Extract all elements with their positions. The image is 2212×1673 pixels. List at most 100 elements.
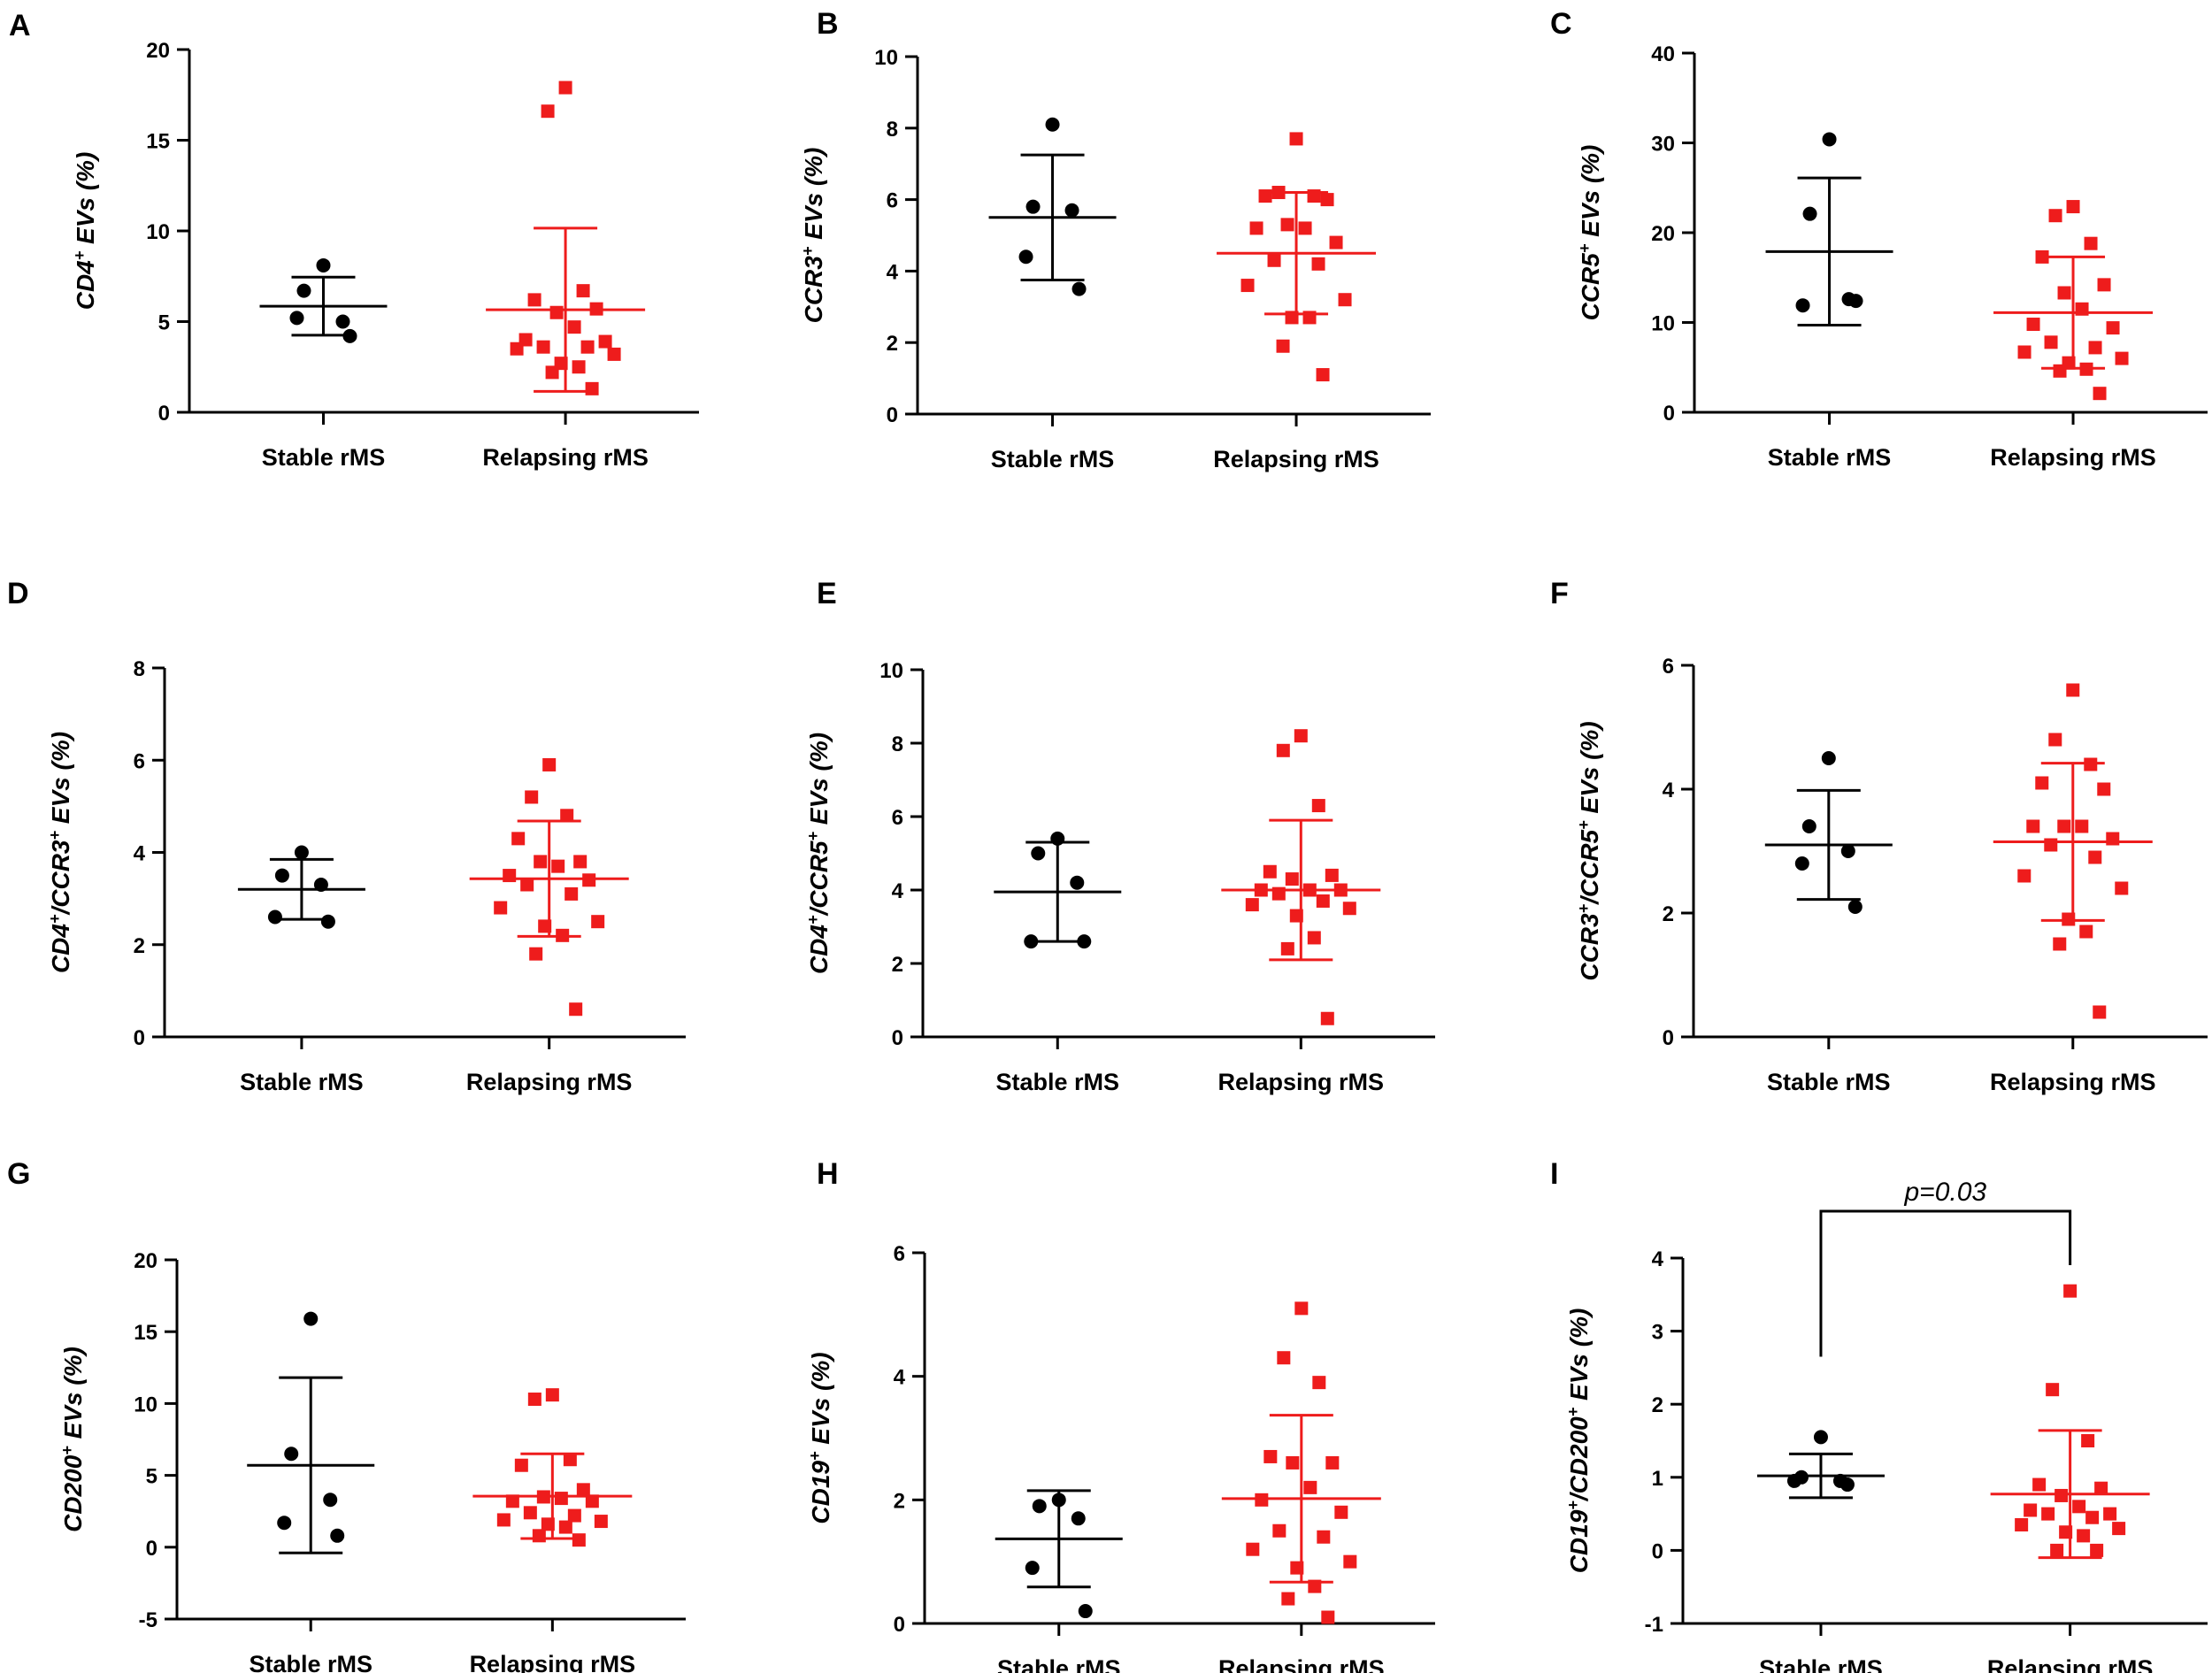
data-point bbox=[1316, 368, 1330, 382]
data-point bbox=[2048, 209, 2062, 223]
data-point bbox=[582, 873, 596, 887]
y-axis-label-part: CD4 bbox=[47, 924, 74, 973]
y-axis-label-part: CD4 bbox=[72, 260, 99, 310]
data-point bbox=[1246, 1542, 1260, 1556]
data-point bbox=[2088, 341, 2102, 355]
x-tick-label: Relapsing rMS bbox=[1218, 1069, 1385, 1095]
data-point bbox=[2066, 200, 2080, 214]
y-tick-label: 0 bbox=[146, 1537, 157, 1561]
y-tick-label: 5 bbox=[158, 311, 170, 335]
data-point bbox=[1286, 1455, 1300, 1470]
data-point bbox=[1276, 339, 1290, 353]
y-tick-label: 4 bbox=[894, 1366, 906, 1390]
data-point bbox=[1321, 1610, 1335, 1624]
y-tick-label: 2 bbox=[1652, 1393, 1663, 1417]
data-point bbox=[1263, 864, 1277, 879]
data-point bbox=[2093, 387, 2107, 401]
data-point bbox=[569, 1002, 583, 1017]
data-point bbox=[2084, 757, 2098, 771]
panel-letter: F bbox=[1550, 577, 1569, 610]
x-tick-label: Relapsing rMS bbox=[466, 1069, 633, 1095]
panel-G: G -5 0 5 10 15 20 Stable rMS Relapsing rMS CD200+… bbox=[7, 1157, 686, 1673]
data-point bbox=[572, 1533, 586, 1547]
x-tick-label: Relapsing rMS bbox=[1218, 1655, 1385, 1673]
y-tick-label: 8 bbox=[887, 118, 898, 142]
y-tick-label: 10 bbox=[146, 220, 170, 244]
panel-letter: E bbox=[817, 577, 837, 610]
data-point bbox=[2106, 832, 2120, 846]
data-point bbox=[2050, 1543, 2064, 1557]
data-point bbox=[1018, 249, 1033, 265]
series-relapsing bbox=[1993, 683, 2153, 1019]
data-point bbox=[598, 334, 612, 349]
data-point bbox=[580, 340, 595, 354]
data-point bbox=[2097, 278, 2111, 292]
y-tick-label: 0 bbox=[887, 403, 898, 427]
y-axis-label: CD19+ EVs (%) bbox=[806, 1352, 834, 1523]
data-point bbox=[1334, 1505, 1348, 1519]
y-axis-label-part: EVs (%) bbox=[1565, 1308, 1593, 1408]
data-point bbox=[2026, 318, 2040, 332]
y-axis-label: CD4+/CCR5+ EVs (%) bbox=[804, 733, 833, 974]
data-point bbox=[2048, 733, 2062, 747]
data-point bbox=[1071, 281, 1087, 296]
data-point bbox=[1786, 1473, 1801, 1488]
y-tick-label: 8 bbox=[134, 657, 145, 681]
data-point bbox=[529, 947, 543, 961]
data-point bbox=[303, 1311, 319, 1326]
y-tick-label: 40 bbox=[1651, 42, 1675, 66]
y-tick-label: -5 bbox=[139, 1608, 157, 1632]
y-axis-label-part: EVs (%) bbox=[1576, 721, 1603, 820]
series-stable bbox=[1765, 132, 1893, 327]
x-tick-label: Relapsing rMS bbox=[470, 1651, 636, 1673]
data-point bbox=[1272, 1523, 1286, 1538]
x-tick-label: Relapsing rMS bbox=[1990, 1069, 2156, 1095]
y-axis-label-part: EVs (%) bbox=[805, 733, 833, 832]
data-point bbox=[284, 1447, 299, 1462]
y-tick-label: 2 bbox=[887, 332, 898, 356]
data-point bbox=[1847, 900, 1863, 914]
y-tick-label: 4 bbox=[134, 842, 146, 866]
y-tick-label: 2 bbox=[894, 1489, 905, 1513]
y-tick-label: 8 bbox=[892, 733, 903, 756]
data-point bbox=[585, 1494, 599, 1508]
data-point bbox=[1254, 883, 1268, 897]
x-tick-label: Relapsing rMS bbox=[482, 444, 649, 471]
data-point bbox=[2024, 1503, 2038, 1517]
y-axis-label-sup: + bbox=[804, 915, 822, 925]
data-point bbox=[545, 1388, 559, 1402]
y-axis-label-part: CCR3 bbox=[1576, 913, 1603, 981]
y-tick-label: 0 bbox=[158, 402, 170, 426]
data-point bbox=[296, 283, 311, 298]
data-point bbox=[607, 347, 621, 361]
data-point bbox=[1064, 203, 1079, 218]
y-tick-label: 6 bbox=[887, 189, 898, 213]
data-point bbox=[2053, 937, 2067, 951]
y-tick-label: 20 bbox=[134, 1249, 157, 1273]
panel-A: A 0 5 10 15 20 Stable rMS Relapsing rMS CD4+ EVs… bbox=[9, 9, 699, 471]
data-point bbox=[1078, 1604, 1093, 1619]
y-tick-label: 0 bbox=[1663, 1026, 1674, 1050]
data-point bbox=[1271, 886, 1286, 901]
data-point bbox=[1320, 1011, 1334, 1025]
data-point bbox=[2088, 850, 2102, 864]
y-axis-label-part: EVs (%) bbox=[800, 148, 827, 247]
x-tick-label: Relapsing rMS bbox=[1213, 446, 1379, 472]
x-tick-label: Relapsing rMS bbox=[1987, 1655, 2154, 1673]
y-axis-label-part: EVs (%) bbox=[47, 732, 74, 831]
y-tick-label: 4 bbox=[1663, 779, 1675, 802]
data-point bbox=[585, 381, 599, 395]
data-point bbox=[2015, 1517, 2029, 1531]
data-point bbox=[523, 1506, 537, 1520]
y-tick-label: 6 bbox=[134, 749, 145, 773]
y-axis-label: CD4+/CCR3+ EVs (%) bbox=[46, 732, 74, 973]
y-tick-label: 2 bbox=[1663, 902, 1674, 926]
data-point bbox=[541, 104, 555, 119]
data-point bbox=[2090, 1543, 2104, 1557]
data-point bbox=[527, 1393, 541, 1407]
x-tick-label: Stable rMS bbox=[1767, 1069, 1891, 1095]
series-stable bbox=[237, 845, 365, 929]
x-tick-label: Stable rMS bbox=[997, 1655, 1121, 1673]
data-point bbox=[541, 1517, 555, 1531]
data-point bbox=[520, 878, 534, 892]
